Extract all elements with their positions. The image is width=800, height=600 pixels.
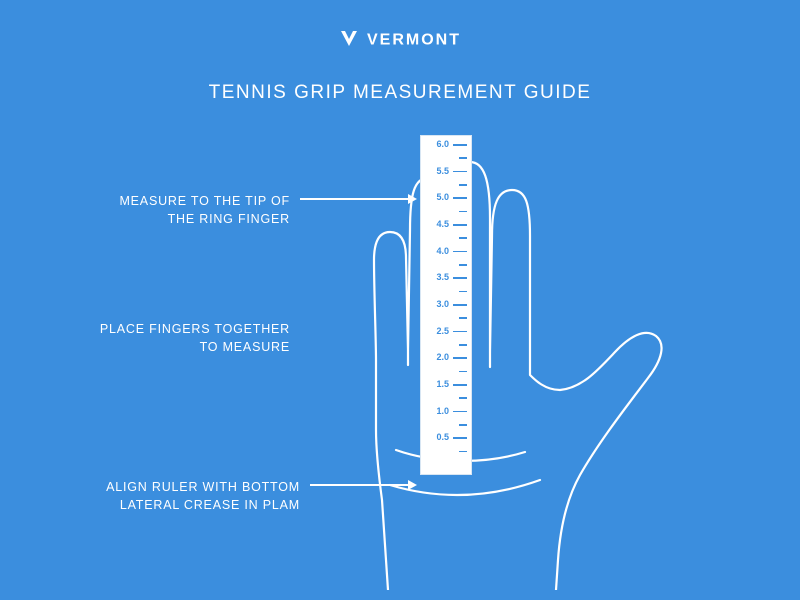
ruler-tick-label: 1.5 — [436, 379, 449, 389]
label-align-line2: LATERAL CREASE IN PLAM — [120, 498, 300, 512]
label-tip-line2: THE RING FINGER — [168, 212, 290, 226]
ruler-tick-label: 2.5 — [436, 326, 449, 336]
ruler-tick-minor — [459, 397, 467, 399]
ruler-tick — [453, 144, 467, 146]
ruler-tick-minor — [459, 184, 467, 186]
ruler-tick-minor — [459, 291, 467, 293]
ruler-tick — [453, 304, 467, 306]
arrow-align-head — [408, 480, 417, 490]
brand-logo-row: VERMONT — [0, 28, 800, 53]
arrow-tip-line — [300, 198, 408, 200]
label-tip: MEASURE TO THE TIP OF THE RING FINGER — [0, 192, 290, 228]
ruler-tick — [453, 197, 467, 199]
ruler-tick-label: 4.5 — [436, 219, 449, 229]
ruler-tick-label: 5.0 — [436, 192, 449, 202]
label-together: PLACE FINGERS TOGETHER TO MEASURE — [0, 320, 290, 356]
ruler-tick-minor — [459, 371, 467, 373]
ruler-tick-label: 2.0 — [436, 352, 449, 362]
hand-illustration — [330, 140, 680, 590]
label-together-line1: PLACE FINGERS TOGETHER — [100, 322, 290, 336]
ruler-tick-label: 3.5 — [436, 272, 449, 282]
ruler-tick-minor — [459, 317, 467, 319]
label-tip-line1: MEASURE TO THE TIP OF — [119, 194, 290, 208]
ruler-tick — [453, 224, 467, 226]
ruler-tick-minor — [459, 451, 467, 453]
label-align-line1: ALIGN RULER WITH BOTTOM — [106, 480, 300, 494]
ruler-tick-label: 5.5 — [436, 166, 449, 176]
arrow-tip-head — [408, 194, 417, 204]
ruler-tick-minor — [459, 264, 467, 266]
ruler-tick-label: 3.0 — [436, 299, 449, 309]
arrow-align-line — [310, 484, 408, 486]
ruler-tick — [453, 277, 467, 279]
ruler-tick — [453, 384, 467, 386]
page-title: TENNIS GRIP MEASUREMENT GUIDE — [0, 82, 800, 104]
ruler-tick-minor — [459, 237, 467, 239]
ruler-tick-label: 0.5 — [436, 432, 449, 442]
ruler-tick — [453, 331, 467, 333]
ruler-tick-minor — [459, 211, 467, 213]
ruler: 0.5 1.0 1.5 2.0 2.5 3.0 3.5 4.0 4.5 5.0 5.5 6.0 — [420, 135, 472, 475]
ruler-tick-minor — [459, 344, 467, 346]
ruler-tick — [453, 411, 467, 413]
ruler-tick — [453, 251, 467, 253]
ruler-tick — [453, 437, 467, 439]
ruler-tick-label: 6.0 — [436, 139, 449, 149]
brand-logo-icon — [339, 28, 359, 53]
ruler-tick-minor — [459, 157, 467, 159]
brand-name: VERMONT — [367, 32, 461, 49]
ruler-tick — [453, 357, 467, 359]
ruler-tick-label: 1.0 — [436, 406, 449, 416]
ruler-tick — [453, 171, 467, 173]
ruler-tick-minor — [459, 424, 467, 426]
label-together-line2: TO MEASURE — [200, 340, 290, 354]
ruler-tick-label: 4.0 — [436, 246, 449, 256]
label-align: ALIGN RULER WITH BOTTOM LATERAL CREASE I… — [0, 478, 300, 514]
